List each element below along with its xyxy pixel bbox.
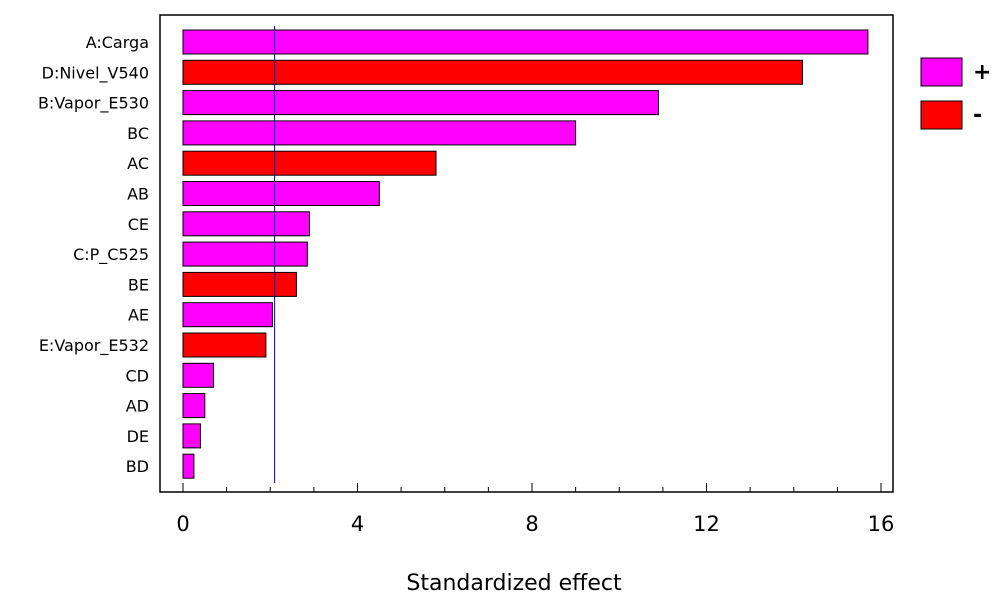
x-tick-label: 8 [525,512,538,536]
bar-bd [182,453,195,479]
y-tick-label: DE [127,427,149,446]
bar-ab [182,181,380,206]
y-tick-label: BC [127,124,149,143]
y-tick-label: CE [128,215,149,234]
y-tick-labels: A:Carga D:Nivel_V540 B:Vapor_E530 BC AC AB CE C… [38,33,149,476]
legend-swatch [920,57,963,87]
bar-b-vapor-e530 [182,90,660,116]
plot-frame [159,14,894,493]
y-tick-label: A:Carga [86,33,149,52]
bar-cd [182,362,215,388]
bar-d-nivel-v540 [182,59,803,85]
bar-c-p-c525 [182,241,308,267]
bars-group [182,29,869,479]
y-tick-label: AD [126,397,149,416]
y-tick-label: AE [128,306,149,325]
bar-bc [182,120,577,146]
x-axis: 0 4 8 12 16 [176,483,894,536]
legend-label: - [973,103,982,128]
bar-de [182,423,201,449]
x-tick-label: 4 [351,512,364,536]
bar-be [182,271,297,297]
y-tick-label: AC [127,154,149,173]
y-tick-label: B:Vapor_E530 [38,94,149,114]
y-tick-label: E:Vapor_E532 [39,336,149,356]
x-tick-label: 12 [693,512,720,536]
bar-ad [182,393,206,419]
legend-swatch [920,100,963,130]
y-tick-label: C:P_C525 [73,245,149,265]
bar-ac [182,150,437,176]
x-axis-title: Standardized effect [406,571,622,596]
x-tick-label: 0 [176,512,189,536]
legend: +- [920,57,991,130]
bar-a-carga [182,29,869,55]
bar-ce [182,211,311,237]
x-tick-label: 16 [868,512,895,536]
y-tick-label: BD [126,457,149,476]
y-tick-label: D:Nivel_V540 [42,63,149,83]
legend-label: + [973,60,991,85]
y-tick-label: AB [127,185,149,204]
y-tick-label: BE [128,275,149,294]
y-tick-label: CD [126,366,150,385]
bar-ae [182,302,273,328]
bar-e-vapor-e532 [182,332,267,358]
